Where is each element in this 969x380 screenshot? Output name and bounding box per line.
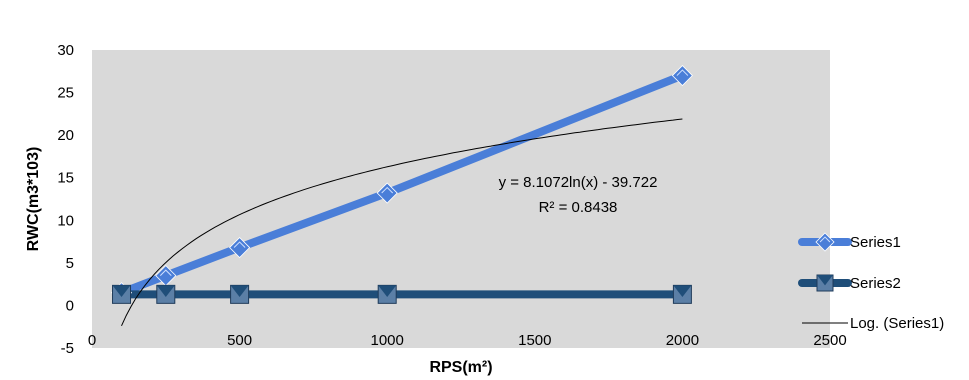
x-tick-label: 500 [227,332,252,349]
x-axis-title: RPS(m²) [429,359,492,376]
trendline-equation: y = 8.1072ln(x) - 39.722 [499,174,658,191]
x-axis-ticks: 0 500 1000 1500 2000 2500 [88,332,847,349]
series1-marker [229,236,251,259]
y-axis-ticks: -5 0 5 10 15 20 25 30 [57,42,74,357]
x-tick-label: 1500 [518,332,551,349]
series1-marker [671,64,693,87]
y-tick-label: 10 [57,212,74,229]
legend-item-1: Series1 [798,232,901,252]
legend: Series1 Series2 Log. (Series1) [798,232,944,332]
legend-item-3: Log. (Series1) [802,315,944,332]
plot-area [92,50,830,348]
legend-label: Log. (Series1) [850,315,944,332]
y-tick-label: 20 [57,127,74,144]
series2-marker [112,284,132,304]
y-tick-label: -5 [61,340,74,357]
legend-label: Series1 [850,234,901,251]
y-axis-title: RWC(m3*103) [25,147,42,252]
y-tick-label: 0 [66,297,74,314]
series2-marker [377,284,397,304]
x-tick-label: 0 [88,332,96,349]
legend-label: Series2 [850,275,901,292]
x-tick-label: 2000 [666,332,699,349]
series2-marker [156,284,176,304]
series2-marker [230,284,250,304]
y-tick-label: 15 [57,170,74,187]
trendline-curve [121,118,683,327]
legend-marker [815,232,835,252]
series2-marker [672,284,692,304]
trendline-r2: R² = 0.8438 [539,199,618,216]
trendline-layer [121,118,683,327]
legend-item-2: Series2 [798,274,901,292]
y-tick-label: 30 [57,42,74,59]
legend-marker [816,274,834,292]
y-tick-label: 25 [57,85,74,102]
y-tick-label: 5 [66,255,74,272]
x-tick-label: 2500 [813,332,846,349]
series1-marker [376,182,398,204]
x-tick-label: 1000 [371,332,404,349]
series-layer [110,64,693,304]
